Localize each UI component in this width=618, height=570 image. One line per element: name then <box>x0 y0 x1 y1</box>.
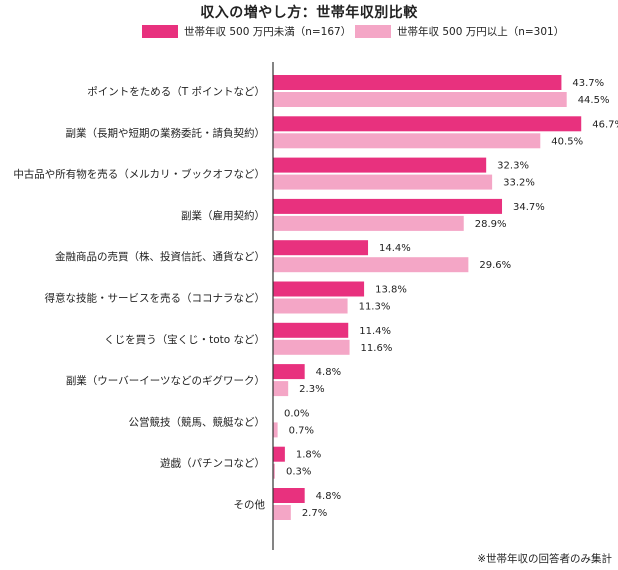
data-label-under-5m: 4.8% <box>316 491 341 502</box>
data-label-over-5m: 33.2% <box>503 178 535 189</box>
bar-over-5m <box>273 422 278 438</box>
legend-item-under-5m: 世帯年収 500 万円未満（n=167） <box>142 24 351 39</box>
bar-over-5m <box>273 257 469 273</box>
bar-over-5m <box>273 133 541 149</box>
bar-over-5m <box>273 298 348 314</box>
category-label: 遊戯（パチンコなど） <box>160 457 265 470</box>
bar-under-5m <box>273 488 305 503</box>
bar-over-5m <box>273 92 567 107</box>
data-label-under-5m: 0.0% <box>284 408 309 419</box>
category-label: くじを買う（宝くじ・toto など） <box>104 333 265 346</box>
bar-under-5m <box>273 240 369 256</box>
bar-over-5m <box>273 381 289 397</box>
data-label-over-5m: 11.6% <box>361 343 393 354</box>
data-label-under-5m: 1.8% <box>296 450 321 461</box>
legend: 世帯年収 500 万円未満（n=167） 世帯年収 500 万円以上（n=301… <box>0 24 618 42</box>
bar-under-5m <box>273 157 487 173</box>
category-label: 副業（雇用契約） <box>181 209 265 222</box>
bar-over-5m <box>273 215 464 231</box>
data-label-under-5m: 46.7% <box>592 119 618 130</box>
category-label: 得意な技能・サービスを売る（ココナラなど） <box>45 292 266 305</box>
category-label: 公営競技（競馬、競艇など） <box>129 415 266 428</box>
category-label: 中古品や所有物を売る（メルカリ・ブックオフなど） <box>13 168 265 181</box>
category-label: 金融商品の売買（株、投資信託、通貨など） <box>55 250 265 263</box>
bar-under-5m <box>273 198 503 214</box>
data-label-under-5m: 43.7% <box>572 78 604 89</box>
category-label: 副業（長期や短期の業務委託・請負契約） <box>66 126 266 139</box>
data-label-under-5m: 13.8% <box>375 285 407 296</box>
data-label-over-5m: 11.3% <box>359 302 391 313</box>
bar-under-5m <box>273 364 305 380</box>
legend-label-over-5m: 世帯年収 500 万円以上（n=301） <box>397 26 565 38</box>
legend-item-over-5m: 世帯年収 500 万円以上（n=301） <box>355 24 564 39</box>
bar-under-5m <box>273 75 562 90</box>
data-label-over-5m: 44.5% <box>578 95 610 106</box>
category-label: 副業（ウーバーイーツなどのギグワーク） <box>66 374 265 387</box>
bar-over-5m <box>273 463 275 479</box>
data-label-over-5m: 2.7% <box>302 508 327 519</box>
legend-swatch-under-5m <box>142 25 178 38</box>
bar-under-5m <box>273 322 349 338</box>
data-label-under-5m: 11.4% <box>359 326 391 337</box>
data-label-over-5m: 28.9% <box>475 219 507 230</box>
legend-swatch-over-5m <box>355 25 391 38</box>
data-label-over-5m: 0.7% <box>289 425 314 436</box>
bar-over-5m <box>273 339 350 355</box>
bar-over-5m <box>273 174 493 190</box>
data-label-under-5m: 4.8% <box>316 367 341 378</box>
data-label-over-5m: 0.3% <box>286 467 311 478</box>
bar-under-5m <box>273 446 285 462</box>
data-label-under-5m: 34.7% <box>513 202 545 213</box>
data-label-over-5m: 40.5% <box>551 136 583 147</box>
chart-title: 収入の増やし方：世帯年収別比較 <box>200 5 418 21</box>
bar-under-5m <box>273 281 365 297</box>
data-label-under-5m: 32.3% <box>497 161 529 172</box>
category-label: ポイントをためる（T ポイントなど） <box>87 86 265 98</box>
data-label-over-5m: 29.6% <box>479 260 511 271</box>
bar-over-5m <box>273 505 291 520</box>
legend-label-under-5m: 世帯年収 500 万円未満（n=167） <box>184 26 352 38</box>
data-label-over-5m: 2.3% <box>299 384 324 395</box>
category-label: その他 <box>234 498 266 511</box>
data-label-under-5m: 14.4% <box>379 243 411 254</box>
bar-under-5m <box>273 116 582 132</box>
footnote: ※世帯年収の回答者のみ集計 <box>477 553 612 565</box>
